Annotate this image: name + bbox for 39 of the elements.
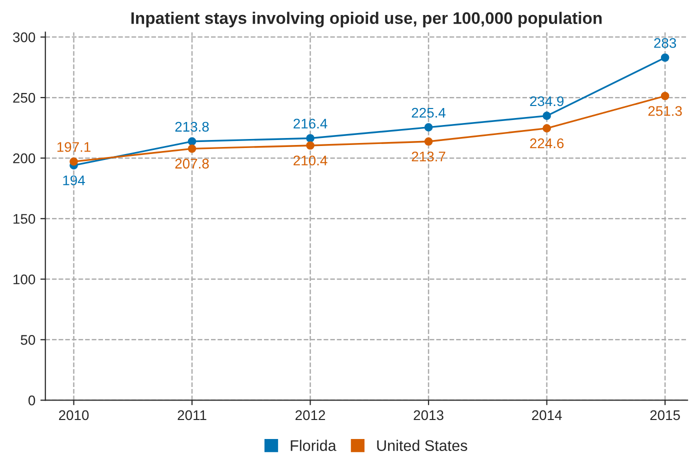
x-tick-label: 2015 [650,410,680,420]
y-tick-label: 300 [13,32,36,42]
point [424,123,433,132]
data-label: 251.3 [648,106,682,116]
point [306,134,314,142]
point [188,144,196,153]
data-label: 216.4 [294,118,328,129]
data-label: 283 [654,38,676,48]
x-tick-label: 2014 [532,410,562,420]
data-label: 210.4 [294,156,328,166]
y-tick-label: 250 [13,92,36,103]
y-tick-label: 100 [14,274,36,284]
legend-label: Florida [290,440,336,452]
y-tick-label: 50 [20,335,36,345]
data-label: 194 [63,175,85,186]
y-tick-label: 150 [14,214,36,224]
point [542,124,551,132]
x-tick-label: 2010 [59,410,89,420]
data-label: 224.6 [530,138,564,148]
point [424,137,433,146]
point [306,141,314,150]
y-tick-label: 0 [28,396,36,406]
y-tick-label: 200 [13,153,36,164]
data-label: 213.8 [175,122,209,132]
x-tick-label: 2011 [178,410,206,420]
x-tick-label: 2013 [414,410,444,420]
data-label: 207.8 [175,158,209,169]
x-tick-label: 2012 [296,410,326,420]
data-label: 234.9 [530,96,564,106]
data-label: 197.1 [57,142,90,152]
point [660,53,670,62]
point [70,157,78,166]
data-label: 213.7 [412,152,446,162]
legend-label: United States [377,440,468,452]
point [542,112,551,120]
point [188,137,196,146]
chart-title: Inpatient stays involving opioid use, per 100,000 population [131,12,602,28]
point [660,92,670,100]
data-label: 225.4 [412,108,446,118]
